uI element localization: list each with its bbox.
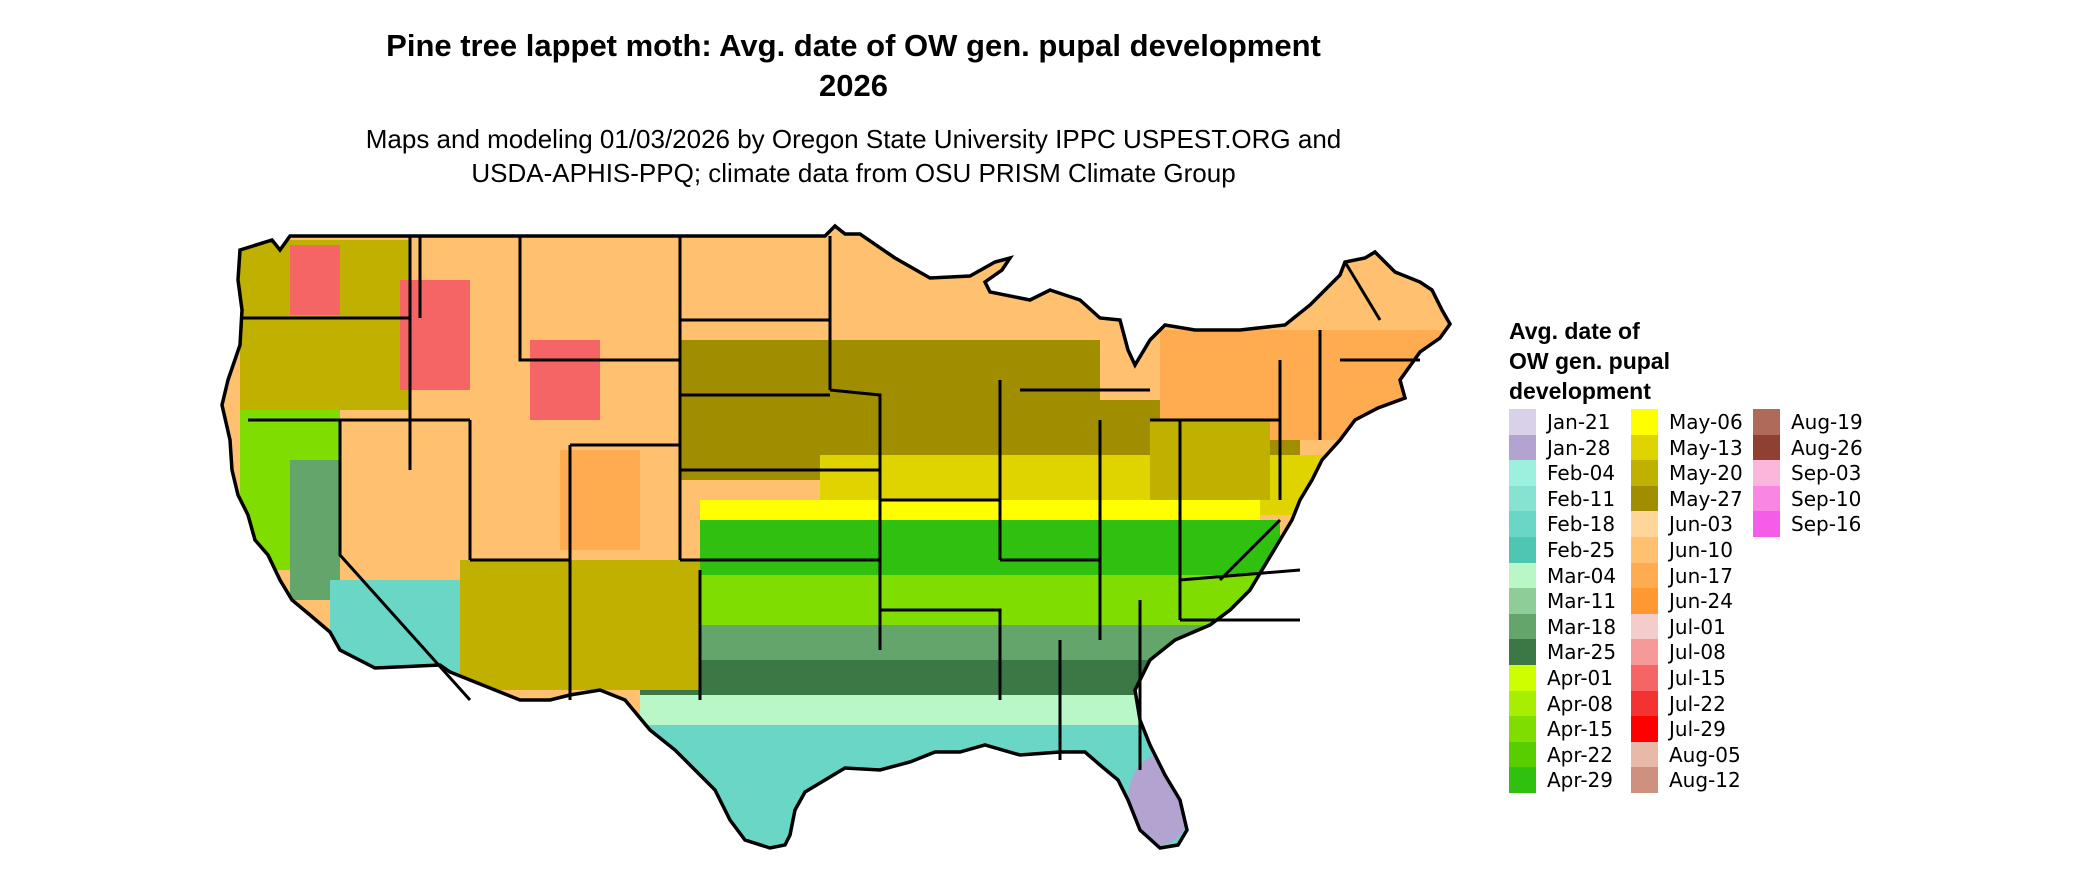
legend-swatch	[1509, 588, 1536, 614]
legend-swatch	[1509, 767, 1536, 793]
legend-swatch	[1753, 511, 1780, 537]
region-southwest-desert	[330, 580, 480, 700]
state-borders	[240, 236, 1420, 770]
region-idaho-mountains	[400, 280, 470, 390]
legend-swatch	[1509, 613, 1536, 640]
legend-swatch	[1509, 537, 1536, 563]
legend-swatch	[1631, 562, 1658, 589]
legend-label: Jul-22	[1669, 691, 1726, 716]
region-wyoming-mountains	[530, 340, 600, 420]
legend-label: Mar-18	[1547, 614, 1617, 639]
legend-label: Jul-15	[1669, 666, 1726, 690]
legend-swatch	[1509, 665, 1536, 691]
legend-swatch	[1631, 460, 1658, 486]
region-colorado-rockies	[560, 450, 640, 550]
legend-label: Sep-16	[1791, 512, 1862, 537]
legend-swatch	[1509, 434, 1536, 461]
legend-label: May-13	[1669, 435, 1743, 460]
region-plains-mid	[680, 340, 1100, 410]
legend-label: Sep-03	[1791, 461, 1862, 486]
region-southwest-plateau	[460, 560, 700, 690]
legend-label: Sep-10	[1791, 486, 1862, 511]
legend-swatch	[1753, 485, 1780, 512]
legend-swatch	[1509, 639, 1536, 665]
legend-label: Apr-22	[1547, 742, 1613, 767]
region-mid-south	[700, 520, 1280, 580]
legend-swatch	[1753, 460, 1780, 486]
legend-label: Aug-19	[1791, 410, 1863, 434]
legend-label: Mar-11	[1547, 589, 1617, 614]
legend-label: Feb-25	[1547, 538, 1616, 562]
legend-swatch	[1631, 639, 1658, 665]
region-ohio-valley	[1150, 420, 1270, 500]
legend-swatch	[1509, 741, 1536, 768]
legend-swatch	[1631, 485, 1658, 512]
legend-swatch	[1631, 741, 1658, 768]
legend-label: Apr-08	[1547, 691, 1613, 716]
legend-label: Mar-25	[1547, 640, 1617, 665]
legend-title-line1: Avg. date of	[1509, 318, 1640, 344]
legend-label: Apr-15	[1547, 717, 1613, 742]
legend-label: Jun-17	[1669, 563, 1733, 588]
map-title-line1: Pine tree lappet moth: Avg. date of OW g…	[386, 28, 1321, 63]
legend-swatch	[1509, 485, 1536, 512]
legend-swatch	[1631, 409, 1658, 435]
map-title: Pine tree lappet moth: Avg. date of OW g…	[0, 26, 1707, 106]
legend-swatch	[1631, 537, 1658, 563]
legend-label: Jan-21	[1547, 410, 1611, 434]
legend-label: Jul-01	[1669, 614, 1726, 639]
legend-label: Jun-10	[1669, 538, 1733, 562]
legend-swatch	[1631, 716, 1658, 742]
legend-label: Feb-18	[1547, 512, 1616, 537]
legend-label: Jul-08	[1669, 640, 1726, 665]
legend-swatch	[1631, 588, 1658, 614]
region-california-valley	[290, 460, 340, 600]
legend-swatch	[1509, 562, 1536, 589]
region-deep-south	[640, 660, 1280, 700]
map-subtitle-line2: USDA-APHIS-PPQ; climate data from OSU PR…	[471, 158, 1236, 188]
map-title-line2: 2026	[819, 68, 888, 103]
legend-label: Apr-29	[1547, 768, 1613, 793]
legend-swatch	[1631, 665, 1658, 691]
legend-swatch	[1631, 690, 1658, 717]
region-cascades	[290, 245, 340, 315]
legend-label: May-20	[1669, 461, 1743, 486]
legend-swatch	[1631, 434, 1658, 461]
region-gulf-coast	[640, 725, 1280, 848]
legend-swatch	[1509, 460, 1536, 486]
legend-swatch	[1631, 511, 1658, 537]
legend-swatch	[1753, 409, 1780, 435]
map-subtitle: Maps and modeling 01/03/2026 by Oregon S…	[0, 122, 1707, 190]
legend-swatch	[1509, 690, 1536, 717]
legend-label: Feb-11	[1547, 486, 1616, 511]
legend-label: May-27	[1669, 486, 1743, 511]
legend-swatch	[1631, 613, 1658, 640]
legend-label: Jun-24	[1669, 589, 1733, 614]
legend-label: May-06	[1669, 410, 1743, 434]
legend-swatch	[1509, 511, 1536, 537]
legend-label: Aug-12	[1669, 768, 1741, 793]
legend-label: Jan-28	[1547, 435, 1611, 460]
region-band-apr15	[640, 575, 1300, 630]
legend-label: Apr-01	[1547, 666, 1613, 690]
legend-swatch	[1631, 767, 1658, 793]
legend-swatch	[1509, 716, 1536, 742]
legend-title: Avg. date of OW gen. pupal development	[1509, 316, 1769, 406]
legend-label: Mar-04	[1547, 563, 1617, 588]
legend-label: Aug-05	[1669, 742, 1741, 767]
legend-swatch	[1753, 434, 1780, 461]
map-subtitle-line1: Maps and modeling 01/03/2026 by Oregon S…	[365, 124, 1342, 154]
legend-label: Jun-03	[1669, 512, 1733, 537]
legend-label: Aug-26	[1791, 435, 1863, 460]
legend-title-line3: development	[1509, 378, 1651, 404]
legend-title-line2: OW gen. pupal	[1509, 348, 1670, 374]
legend-label: Feb-04	[1547, 461, 1616, 486]
legend-label: Jul-29	[1669, 717, 1726, 742]
legend-swatch	[1509, 409, 1536, 435]
